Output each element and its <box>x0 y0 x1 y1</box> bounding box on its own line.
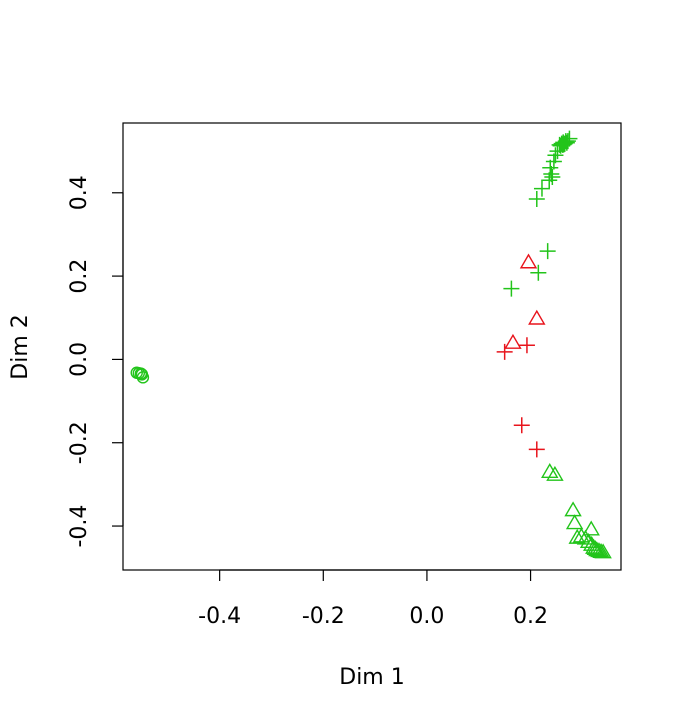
y-tick-label: 0.2 <box>67 259 92 294</box>
y-tick-label: 0.0 <box>67 342 92 377</box>
data-point <box>579 532 598 548</box>
data-point <box>541 172 558 189</box>
data-point <box>518 337 535 354</box>
data-point <box>544 168 561 185</box>
data-point <box>546 465 564 481</box>
x-axis: -0.4 -0.2 0.0 0.2 <box>198 569 548 629</box>
x-tick-label: 0.2 <box>513 604 548 629</box>
data-point <box>528 191 545 208</box>
x-tick-label: 0.0 <box>409 604 444 629</box>
data-point <box>136 371 150 384</box>
y-tick-label: -0.4 <box>67 505 92 548</box>
data-point <box>533 180 550 197</box>
data-point <box>582 520 600 536</box>
data-point <box>564 501 582 517</box>
data-point <box>530 264 547 281</box>
data-point <box>539 243 556 260</box>
data-point <box>542 159 559 176</box>
data-point <box>519 253 538 269</box>
data-point <box>551 136 568 153</box>
data-point <box>496 343 513 360</box>
data-point <box>528 441 545 458</box>
y-tick-label: -0.2 <box>67 421 92 464</box>
data-point <box>547 147 564 164</box>
data-point <box>553 135 570 152</box>
data-point <box>568 528 586 544</box>
data-point <box>590 542 608 558</box>
data-point <box>594 543 612 559</box>
x-axis-label: Dim 1 <box>339 665 404 690</box>
data-point <box>545 153 562 170</box>
plot-box <box>122 122 622 571</box>
data-point <box>503 280 520 297</box>
data-point <box>549 143 566 160</box>
x-tick-label: -0.2 <box>302 604 345 629</box>
data-point <box>528 309 546 325</box>
y-axis: -0.4 -0.2 0.0 0.2 0.4 <box>67 175 124 548</box>
y-axis-label: Dim 2 <box>8 314 33 379</box>
data-points <box>130 130 612 559</box>
data-point <box>565 514 584 530</box>
x-tick-label: -0.4 <box>198 604 241 629</box>
y-tick-label: 0.4 <box>67 175 92 210</box>
data-point <box>576 529 595 545</box>
data-point <box>543 166 560 183</box>
data-point <box>513 417 530 434</box>
data-point <box>504 333 522 349</box>
